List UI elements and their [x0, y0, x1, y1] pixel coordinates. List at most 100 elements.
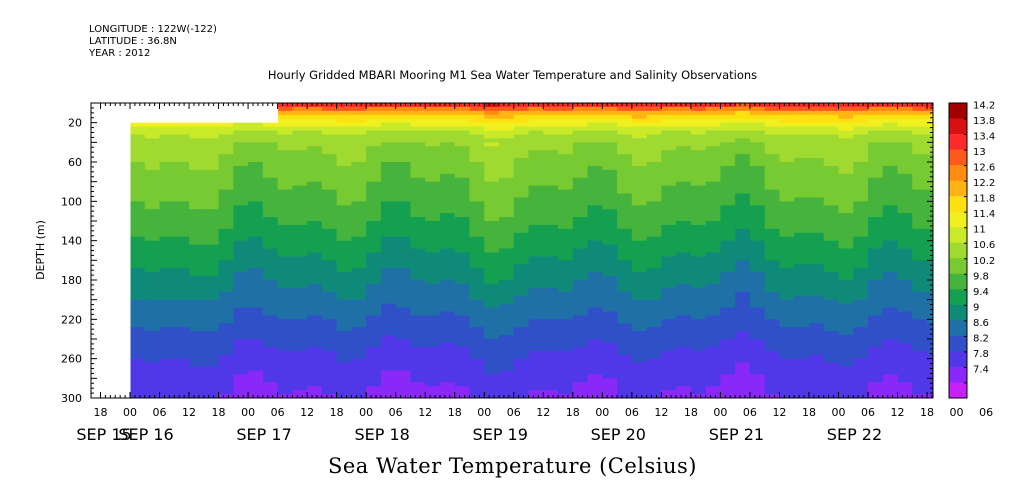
heatmap-cell	[897, 283, 913, 289]
heatmap-cell	[189, 307, 205, 313]
heatmap-cell	[912, 185, 928, 191]
heatmap-cell	[558, 193, 574, 198]
heatmap-cell	[307, 331, 323, 336]
heatmap-cell	[853, 244, 869, 250]
heatmap-cell	[189, 138, 205, 143]
heatmap-cell	[868, 390, 884, 395]
heatmap-cell	[395, 303, 412, 309]
heatmap-cell	[646, 114, 662, 120]
heatmap-cell	[395, 346, 412, 352]
heatmap-cell	[587, 276, 603, 281]
heatmap-cell	[897, 354, 913, 360]
heatmap-cell	[705, 169, 721, 175]
heatmap-cell	[661, 280, 677, 285]
heatmap-cell	[705, 244, 721, 250]
heatmap-cell	[661, 106, 677, 112]
heatmap-cell	[484, 118, 500, 124]
heatmap-cell	[735, 205, 751, 210]
heatmap-cell	[277, 130, 293, 136]
heatmap-cell	[439, 244, 456, 250]
heatmap-cell	[159, 240, 175, 246]
heatmap-cell	[587, 366, 603, 372]
heatmap-cell	[189, 295, 205, 301]
heatmap-cell	[543, 181, 559, 187]
heatmap-cell	[439, 299, 456, 305]
heatmap-cell	[159, 193, 175, 198]
heatmap-cell	[794, 299, 810, 305]
heatmap-cell	[868, 158, 884, 163]
heatmap-cell	[543, 342, 559, 348]
heatmap-cell	[735, 197, 751, 202]
heatmap-cell	[454, 283, 471, 289]
heatmap-cell	[808, 232, 825, 238]
heatmap-cell	[439, 165, 456, 171]
heatmap-cell	[927, 303, 933, 309]
heatmap-cell	[749, 256, 766, 261]
heatmap-cell	[513, 299, 530, 305]
heatmap-cell	[927, 264, 933, 269]
heatmap-cell	[425, 228, 441, 234]
heatmap-cell	[484, 240, 500, 246]
heatmap-cell	[927, 366, 933, 372]
heatmap-cell	[292, 283, 308, 289]
heatmap-cell	[735, 185, 751, 191]
heatmap-cell	[410, 331, 426, 336]
heatmap-cell	[853, 197, 869, 202]
heatmap-cell	[454, 386, 471, 391]
heatmap-cell	[927, 224, 933, 230]
heatmap-cell	[661, 138, 677, 143]
heatmap-cell	[705, 110, 721, 116]
heatmap-cell	[248, 134, 264, 139]
heatmap-cell	[705, 386, 721, 391]
heatmap-cell	[676, 335, 692, 340]
heatmap-cell	[439, 291, 456, 297]
heatmap-cell	[764, 323, 781, 328]
heatmap-cell	[646, 335, 662, 340]
heatmap-cell	[336, 386, 352, 391]
heatmap-cell	[927, 244, 933, 250]
heatmap-cell	[735, 232, 751, 238]
heatmap-cell	[705, 236, 721, 242]
heatmap-cell	[838, 165, 854, 171]
heatmap-cell	[631, 287, 648, 293]
heatmap-cell	[366, 110, 382, 116]
heatmap-cell	[927, 362, 933, 368]
heatmap-cell	[144, 224, 161, 230]
heatmap-cell	[321, 276, 338, 281]
heatmap-cell	[587, 232, 603, 238]
heatmap-cell	[794, 283, 810, 289]
heatmap-cell	[233, 346, 249, 352]
heatmap-cell	[130, 205, 146, 210]
heatmap-cell	[528, 295, 544, 301]
heatmap-cell	[661, 342, 677, 348]
heatmap-cell	[749, 165, 766, 171]
heatmap-cell	[868, 319, 884, 324]
heatmap-cell	[764, 370, 781, 375]
heatmap-cell	[410, 232, 426, 238]
heatmap-cell	[558, 146, 574, 151]
heatmap-cell	[631, 319, 648, 324]
heatmap-cell	[823, 374, 840, 379]
heatmap-cell	[602, 264, 618, 269]
heatmap-cell	[572, 142, 589, 147]
heatmap-cell	[366, 134, 382, 139]
heatmap-cell	[587, 205, 603, 210]
heatmap-cell	[676, 110, 692, 116]
y-tick-label: 60	[68, 156, 82, 169]
heatmap-cell	[277, 366, 293, 372]
heatmap-cell	[454, 260, 471, 265]
heatmap-cell	[203, 146, 220, 151]
heatmap-cell	[248, 142, 264, 147]
heatmap-cell	[321, 224, 338, 230]
heatmap-cell	[233, 158, 249, 163]
heatmap-cell	[779, 366, 795, 372]
heatmap-cell	[764, 189, 781, 195]
heatmap-cell	[690, 335, 707, 340]
heatmap-cell	[602, 189, 618, 195]
heatmap-cell	[602, 382, 618, 387]
heatmap-cell	[676, 339, 692, 344]
heatmap-cell	[528, 103, 544, 108]
heatmap-cell	[395, 138, 412, 143]
heatmap-cell	[439, 280, 456, 285]
heatmap-cell	[469, 283, 485, 289]
